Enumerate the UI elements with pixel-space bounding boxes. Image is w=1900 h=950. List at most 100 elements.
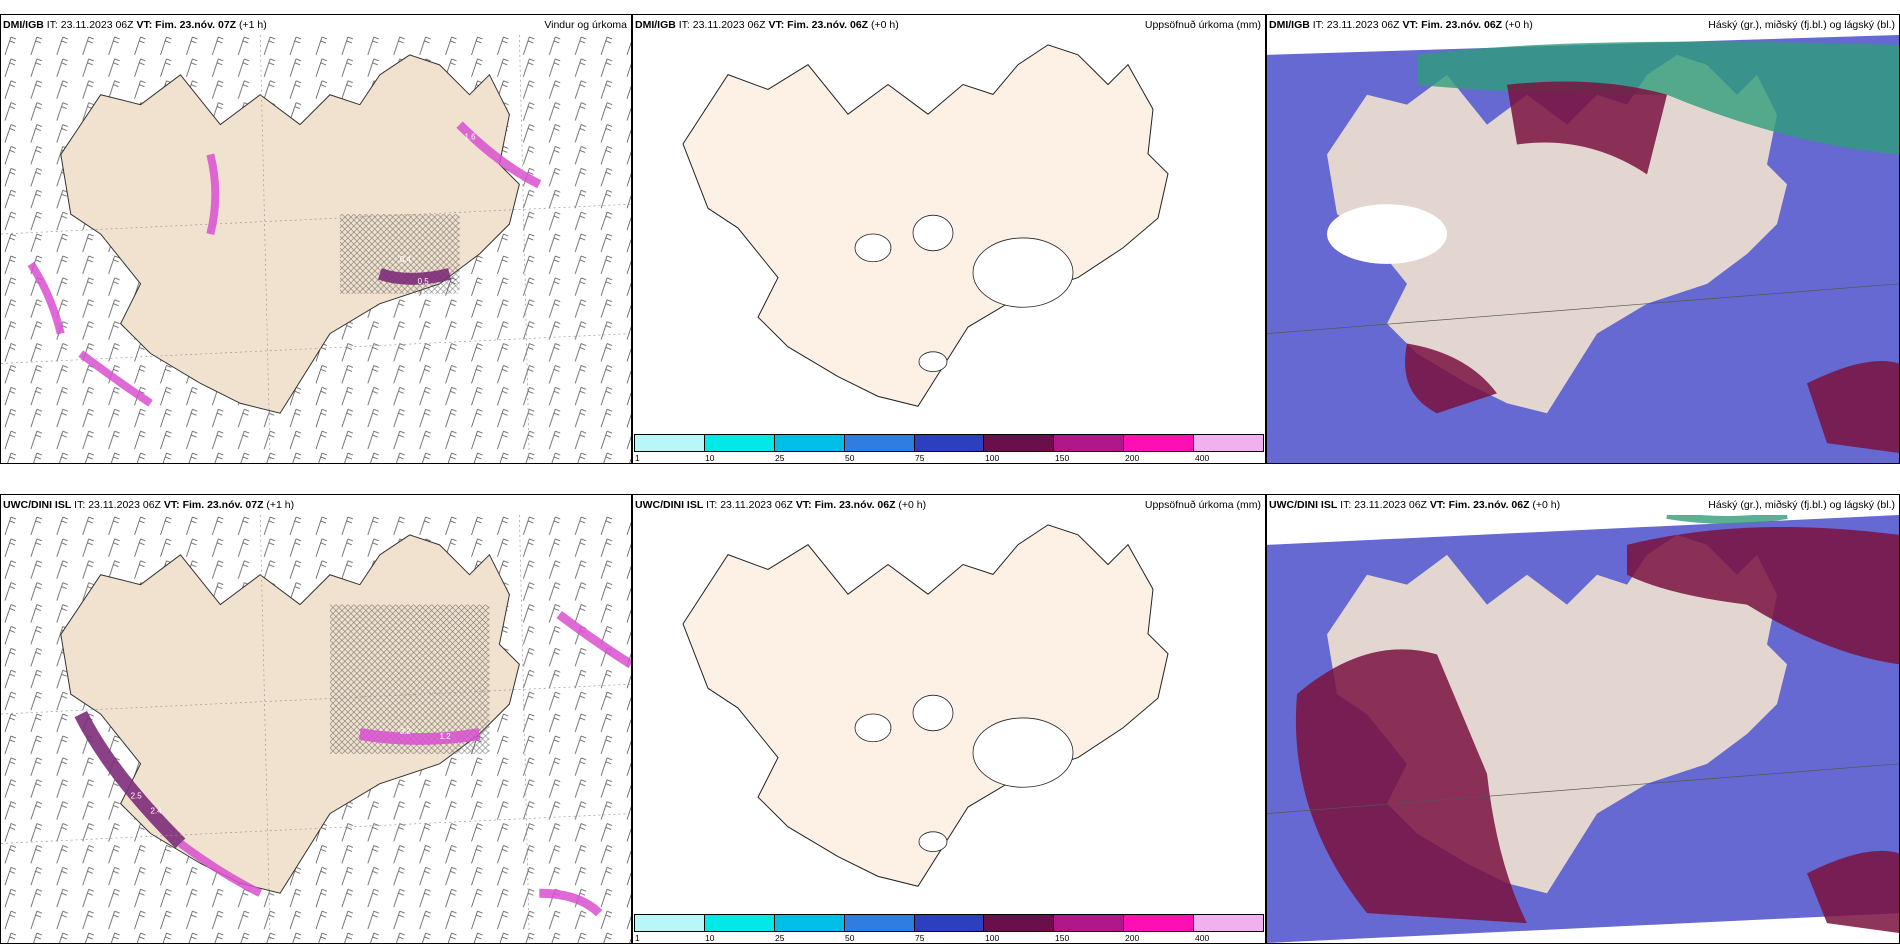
- map-svg: [1267, 515, 1899, 943]
- it-label: IT:: [46, 19, 58, 31]
- vt-value: Fim. 23.nóv. 07Z: [155, 19, 237, 31]
- map-svg: [682, 524, 1169, 887]
- colorbar-label: 10: [705, 453, 715, 463]
- colorbar-swatches: [634, 914, 1264, 932]
- map-wind-precip: 2.5 2.4 3.2 1.2: [1, 515, 631, 943]
- panel-header: DMI/IGB IT: 23.11.2023 06Z VT: Fim. 23.n…: [1267, 15, 1899, 35]
- panel-title: Vindur og úrkoma: [544, 19, 627, 31]
- iceland-land: [1327, 54, 1787, 414]
- panel-uwc-accum-precip: UWC/DINI ISL IT: 23.11.2023 06Z VT: Fim.…: [632, 494, 1266, 944]
- map-accum-precip: [633, 515, 1265, 911]
- colorbar-labels: 1 10 25 50 75 100 150 200 400: [633, 453, 1265, 463]
- colorbar-label: 200: [1125, 453, 1140, 463]
- panel-title: Háský (gr.), miðský (fj.bl.) og lágský (…: [1708, 499, 1895, 511]
- forecast-offset: (+1 h): [266, 499, 295, 511]
- colorbar-label: 400: [1195, 453, 1210, 463]
- forecast-offset: (+0 h): [898, 499, 927, 511]
- map-svg: 1.6 0.4 0.5 0.4: [1, 35, 631, 463]
- panel-dmi-clouds: DMI/IGB IT: 23.11.2023 06Z VT: Fim. 23.n…: [1266, 14, 1900, 464]
- colorbar-label: 50: [845, 933, 855, 943]
- vt-label: VT:: [1429, 499, 1446, 511]
- panel-title: Uppsöfnuð úrkoma (mm): [1144, 499, 1261, 511]
- it-label: IT:: [74, 499, 86, 511]
- colorbar-swatch: [635, 435, 705, 451]
- panel-dmi-wind-precip: DMI/IGB IT: 23.11.2023 06Z VT: Fim. 23.n…: [0, 14, 632, 464]
- model-source: UWC/DINI ISL: [3, 499, 72, 511]
- colorbar-swatch: [914, 915, 985, 931]
- model-source: DMI/IGB: [3, 19, 44, 31]
- colorbar-label: 75: [915, 933, 925, 943]
- colorbar-label: 200: [1125, 933, 1140, 943]
- colorbar-labels: 1 10 25 50 75 100 150 200 400: [633, 933, 1265, 943]
- colorbar-swatch: [1194, 435, 1264, 451]
- value-label: 2.5: [131, 792, 143, 801]
- colorbar-swatch: [635, 915, 705, 931]
- colorbar-label: 100: [985, 453, 1000, 463]
- it-value: 23.11.2023 06Z: [88, 499, 161, 511]
- map-wind-precip: 1.6 0.4 0.5 0.4: [1, 35, 631, 463]
- map-svg: [682, 44, 1169, 407]
- colorbar-swatch: [1124, 915, 1195, 931]
- forecast-offset: (+1 h): [239, 19, 267, 31]
- value-label: 2.4: [151, 807, 163, 816]
- map-svg: 2.5 2.4 3.2 1.2: [1, 515, 631, 943]
- colorbar-swatch: [984, 915, 1055, 931]
- vt-value: Fim. 23.nóv. 06Z: [1448, 499, 1530, 511]
- value-label: 3.2: [400, 727, 412, 736]
- it-value: 23.11.2023 06Z: [692, 19, 766, 31]
- value-label: 1.2: [440, 732, 452, 741]
- panel-dmi-accum-precip: DMI/IGB IT: 23.11.2023 06Z VT: Fim. 23.n…: [632, 14, 1266, 464]
- value-label: 0.4: [456, 289, 468, 298]
- panel-header: DMI/IGB IT: 23.11.2023 06Z VT: Fim. 23.n…: [1, 15, 631, 35]
- colorbar-label: 100: [985, 933, 1000, 943]
- model-source: DMI/IGB: [635, 19, 676, 31]
- forecast-offset: (+0 h): [871, 19, 899, 31]
- vt-value: Fim. 23.nóv. 06Z: [1421, 19, 1503, 31]
- map-clouds: [1267, 515, 1899, 943]
- map-clouds: [1267, 35, 1899, 463]
- precip-colorbar: 1 10 25 50 75 100 150 200 400: [633, 433, 1265, 463]
- colorbar-swatch: [844, 435, 915, 451]
- colorbar-swatch: [844, 915, 915, 931]
- colorbar-swatch: [774, 435, 845, 451]
- vt-label: VT:: [768, 19, 785, 31]
- model-source: UWC/DINI ISL: [1269, 499, 1338, 511]
- it-label: IT:: [1312, 19, 1324, 31]
- forecast-offset: (+0 h): [1505, 19, 1533, 31]
- colorbar-swatch: [704, 435, 775, 451]
- panel-header: UWC/DINI ISL IT: 23.11.2023 06Z VT: Fim.…: [633, 495, 1265, 515]
- panel-header: UWC/DINI ISL IT: 23.11.2023 06Z VT: Fim.…: [1, 495, 631, 515]
- colorbar-swatch: [774, 915, 845, 931]
- it-value: 23.11.2023 06Z: [1326, 19, 1400, 31]
- vt-value: Fim. 23.nóv. 06Z: [787, 19, 869, 31]
- it-label: IT:: [1340, 499, 1352, 511]
- colorbar-swatch: [914, 435, 985, 451]
- panel-uwc-wind-precip: UWC/DINI ISL IT: 23.11.2023 06Z VT: Fim.…: [0, 494, 632, 944]
- colorbar-label: 400: [1195, 933, 1210, 943]
- panel-header: UWC/DINI ISL IT: 23.11.2023 06Z VT: Fim.…: [1267, 495, 1899, 515]
- model-source: DMI/IGB: [1269, 19, 1310, 31]
- value-label: 0.4: [400, 255, 412, 264]
- colorbar-swatch: [704, 915, 775, 931]
- it-label: IT:: [706, 499, 718, 511]
- colorbar-label: 50: [845, 453, 855, 463]
- panel-uwc-clouds: UWC/DINI ISL IT: 23.11.2023 06Z VT: Fim.…: [1266, 494, 1900, 944]
- it-value: 23.11.2023 06Z: [1354, 499, 1427, 511]
- it-value: 23.11.2023 06Z: [720, 499, 793, 511]
- panel-header: DMI/IGB IT: 23.11.2023 06Z VT: Fim. 23.n…: [633, 15, 1265, 35]
- vt-label: VT:: [1402, 19, 1419, 31]
- colorbar-label: 1: [635, 933, 640, 943]
- vt-value: Fim. 23.nóv. 06Z: [814, 499, 896, 511]
- it-value: 23.11.2023 06Z: [60, 19, 134, 31]
- panel-title: Uppsöfnuð úrkoma (mm): [1144, 19, 1261, 31]
- value-label: 0.5: [418, 277, 430, 286]
- forecast-offset: (+0 h): [1532, 499, 1561, 511]
- vt-label: VT:: [163, 499, 180, 511]
- precip-colorbar: 1 10 25 50 75 100 150 200 400: [633, 913, 1265, 943]
- colorbar-swatch: [984, 435, 1055, 451]
- panel-title: Háský (gr.), miðský (fj.bl.) og lágský (…: [1708, 19, 1895, 31]
- vt-value: Fim. 23.nóv. 07Z: [182, 499, 264, 511]
- colorbar-label: 150: [1055, 453, 1070, 463]
- colorbar-swatch: [1054, 435, 1125, 451]
- model-source: UWC/DINI ISL: [635, 499, 704, 511]
